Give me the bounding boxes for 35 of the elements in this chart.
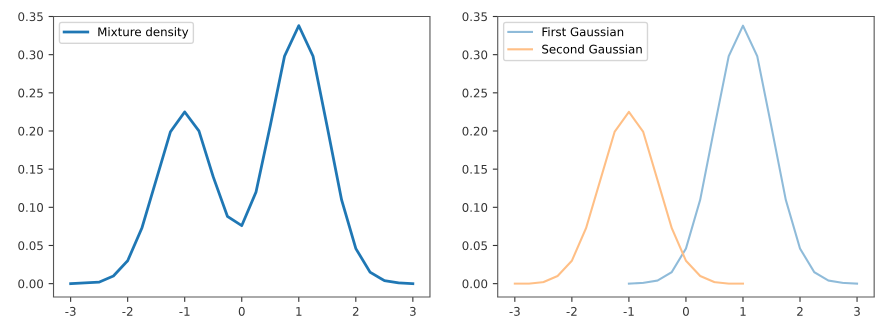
legend-label: Second Gaussian: [542, 44, 642, 54]
y-tick-label: 0.15: [462, 164, 487, 174]
y-tick-label: 0.00: [462, 279, 488, 288]
y-tick-label: 0.10: [462, 203, 488, 212]
y-tick-label: 0.25: [18, 88, 43, 98]
legend-label: Mixture density: [98, 27, 188, 39]
y-tick-label: 0.20: [18, 126, 44, 136]
x-tick-label: -2: [566, 306, 577, 316]
line-series: [514, 110, 744, 285]
y-tick-label: 0.15: [18, 164, 43, 174]
x-tick-label: -3: [65, 306, 76, 316]
x-tick-label: 3: [854, 306, 860, 316]
y-tick-label: 0.10: [18, 203, 44, 212]
line-series: [69, 24, 414, 286]
x-tick-label: -1: [624, 307, 634, 316]
y-tick-label: 0.30: [18, 50, 44, 60]
x-tick-label: -3: [510, 306, 520, 316]
x-tick-label: 1: [740, 307, 746, 316]
x-tick-label: -2: [122, 306, 132, 316]
y-tick-label: 0.35: [18, 12, 43, 22]
legend-label: First Gaussian: [542, 27, 624, 36]
y-tick-label: 0.35: [462, 12, 487, 22]
x-tick-label: -1: [179, 307, 190, 316]
y-tick-label: 0.25: [462, 88, 487, 98]
y-tick-label: 0.30: [462, 50, 488, 60]
x-tick-label: 0: [238, 306, 245, 316]
x-tick-label: 3: [410, 306, 416, 316]
y-tick-label: 0.00: [18, 279, 44, 288]
x-tick-label: 2: [797, 306, 803, 316]
x-tick-label: 0: [682, 306, 689, 316]
y-tick-label: 0.05: [18, 241, 43, 250]
y-tick-label: 0.20: [462, 126, 488, 136]
x-tick-label: 2: [352, 306, 358, 316]
y-tick-label: 0.05: [462, 241, 487, 250]
x-tick-label: 1: [296, 307, 302, 316]
